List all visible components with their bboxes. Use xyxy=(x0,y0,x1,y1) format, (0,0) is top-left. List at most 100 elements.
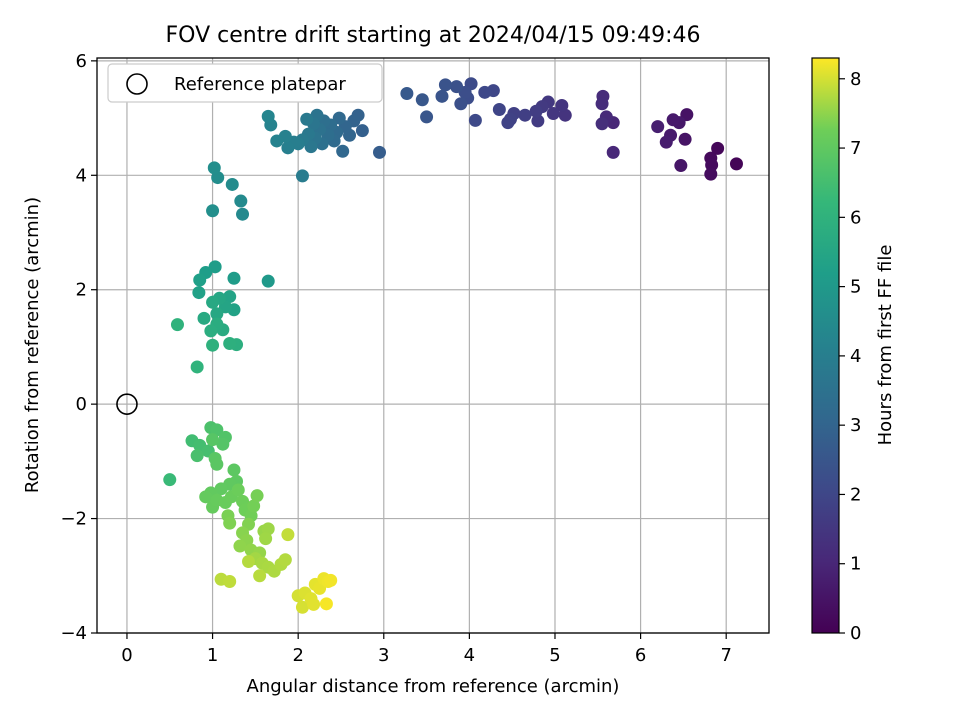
data-point xyxy=(595,117,609,131)
colorbar-tick-label: 8 xyxy=(850,69,861,90)
y-tick-label: −4 xyxy=(60,623,87,644)
colorbar-tick-label: 1 xyxy=(850,554,861,575)
data-points xyxy=(116,77,743,614)
data-point xyxy=(529,104,543,118)
data-point xyxy=(210,423,224,437)
plot-frame xyxy=(96,57,770,634)
data-point xyxy=(231,483,245,497)
data-point xyxy=(190,449,204,463)
colorbar-tick-label: 4 xyxy=(850,346,861,367)
data-point xyxy=(242,554,256,568)
data-point xyxy=(225,177,239,191)
data-point xyxy=(223,290,237,304)
data-point xyxy=(518,108,532,122)
data-point xyxy=(259,532,273,546)
data-point xyxy=(227,463,241,477)
data-point xyxy=(214,482,228,496)
data-point xyxy=(216,437,230,451)
data-point xyxy=(206,204,220,218)
data-point xyxy=(319,597,333,611)
data-point xyxy=(595,97,609,111)
data-point xyxy=(227,271,241,285)
data-point xyxy=(253,569,267,583)
y-axis-label: Rotation from reference (arcmin) xyxy=(22,197,43,493)
data-point xyxy=(208,260,222,274)
data-point xyxy=(197,311,211,325)
data-point xyxy=(438,78,452,92)
colorbar-tick-label: 7 xyxy=(850,138,861,159)
data-point xyxy=(678,132,692,146)
data-point xyxy=(501,116,515,130)
y-tick-label: 0 xyxy=(76,394,87,415)
data-point xyxy=(400,86,414,100)
data-point xyxy=(336,144,350,158)
data-point xyxy=(492,102,506,116)
data-point xyxy=(236,207,250,221)
data-point xyxy=(206,433,220,447)
data-point xyxy=(247,499,261,513)
colorbar-tick-label: 6 xyxy=(850,207,861,228)
x-tick-label: 5 xyxy=(549,645,560,666)
data-point xyxy=(295,169,309,183)
x-tick-label: 1 xyxy=(207,645,218,666)
colorbar-ticks: 0 1 2 3 4 5 6 7 8 xyxy=(839,69,861,644)
data-point xyxy=(210,457,224,471)
colorbar-gradient xyxy=(811,57,840,634)
data-point xyxy=(435,89,449,103)
data-point xyxy=(711,141,725,155)
data-point xyxy=(659,135,673,149)
data-point xyxy=(193,273,207,287)
y-tick-label: 2 xyxy=(76,280,87,301)
data-point xyxy=(281,141,295,155)
data-point xyxy=(281,528,295,542)
colorbar-tick-label: 0 xyxy=(850,623,861,644)
data-point xyxy=(270,134,284,148)
legend-label-reference-platepar: Reference platepar xyxy=(174,74,346,95)
data-point xyxy=(295,600,309,614)
data-point xyxy=(223,516,237,530)
data-point xyxy=(372,145,386,159)
y-tick-label: −2 xyxy=(60,509,87,530)
data-point xyxy=(666,113,680,127)
legend: Reference platepar xyxy=(107,63,383,103)
data-point xyxy=(674,159,688,173)
data-point xyxy=(206,295,220,309)
data-point xyxy=(454,97,468,111)
data-point xyxy=(478,85,492,99)
data-point xyxy=(300,112,314,126)
x-tick-label: 0 xyxy=(121,645,132,666)
data-point xyxy=(546,106,560,120)
colorbar: 0 1 2 3 4 5 6 7 8 Hours from first FF file xyxy=(811,57,896,644)
data-point xyxy=(261,522,275,536)
colorbar-label: Hours from first FF file xyxy=(875,245,896,446)
data-point xyxy=(420,110,434,124)
data-point xyxy=(206,338,220,352)
data-point xyxy=(190,360,204,374)
data-point xyxy=(207,161,221,175)
data-point xyxy=(199,490,213,504)
data-point xyxy=(555,98,569,112)
colorbar-tick-label: 2 xyxy=(850,484,861,505)
x-tick-label: 4 xyxy=(464,645,475,666)
data-point xyxy=(278,553,292,567)
x-axis-label: Angular distance from reference (arcmin) xyxy=(247,676,620,697)
data-point xyxy=(223,336,237,350)
reference-platepar-marker xyxy=(116,393,138,415)
data-point xyxy=(261,274,275,288)
data-point xyxy=(729,157,743,171)
data-point xyxy=(223,575,237,589)
data-point xyxy=(324,573,338,587)
data-point xyxy=(531,114,545,128)
y-tick-label: 6 xyxy=(76,51,87,72)
data-point xyxy=(651,120,665,134)
data-point xyxy=(704,167,718,181)
legend-marker-open-circle xyxy=(126,73,148,95)
x-tick-label: 3 xyxy=(378,645,389,666)
data-point xyxy=(680,108,694,122)
data-point xyxy=(234,194,248,208)
data-point xyxy=(415,93,429,107)
y-tick-label: 4 xyxy=(76,165,87,186)
x-tick-label: 2 xyxy=(292,645,303,666)
data-point xyxy=(170,318,184,332)
